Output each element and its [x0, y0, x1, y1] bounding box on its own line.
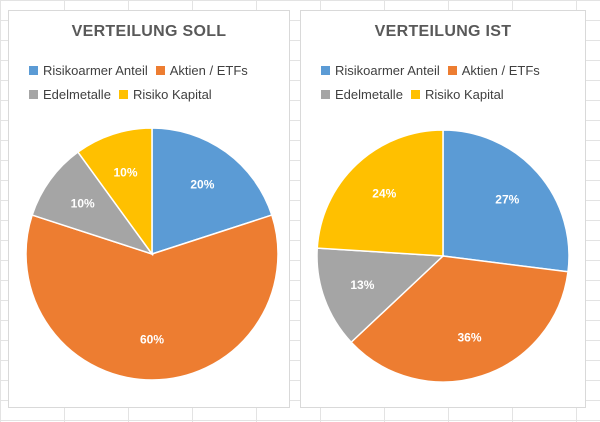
legend-swatch [29, 89, 38, 99]
legend-swatch [29, 65, 38, 75]
legend-label: Risikoarmer Anteil [43, 62, 148, 78]
legend-label: Risiko Kapital [424, 86, 504, 102]
legend-soll: Risikoarmer Anteil Aktien / ETFs Edelmet… [29, 58, 279, 106]
pie-slice-aktien [25, 214, 279, 381]
legend-item-risiko-kapital: Risiko Kapital [410, 86, 504, 102]
legend-item-risiko-kapital: Risiko Kapital [118, 86, 212, 102]
legend-swatch [118, 89, 128, 99]
pie-chart-ist: 27% 36% 13% 24% [316, 129, 570, 383]
legend-item-edelmetalle: Edelmetalle [321, 87, 403, 102]
pie-slice-risikoarm [151, 127, 273, 256]
legend-swatch [410, 89, 420, 99]
legend-label: Edelmetalle [43, 86, 111, 102]
legend-item-aktien: Aktien / ETFs [155, 62, 248, 78]
pie-slice-edelmetalle [31, 151, 154, 256]
data-label-aktien: 36% [457, 331, 481, 345]
legend-item-risikoarm: Risikoarmer Anteil [29, 63, 148, 78]
chart-title-ist: VERTEILUNG IST [374, 23, 512, 40]
chart-panel-soll[interactable]: VERTEILUNG SOLL Risikoarmer Anteil Aktie… [8, 10, 290, 408]
legend-item-aktien: Aktien / ETFs [447, 62, 540, 78]
legend-item-edelmetalle: Edelmetalle [29, 87, 111, 102]
data-label-risikoarm: 20% [190, 178, 214, 192]
pie-slice-aktien [350, 255, 569, 383]
legend-swatch [447, 65, 457, 75]
data-label-aktien: 60% [140, 333, 164, 347]
pie-slice-risiko-kapital [316, 129, 444, 257]
legend-item-risikoarm: Risikoarmer Anteil [321, 63, 440, 78]
legend-label: Aktien / ETFs [169, 62, 248, 78]
pie-slice-edelmetalle [316, 247, 445, 344]
pie-slice-risikoarm [442, 129, 570, 273]
legend-ist: Risikoarmer Anteil Aktien / ETFs Edelmet… [321, 58, 571, 106]
legend-swatch [321, 89, 330, 99]
legend-label: Edelmetalle [335, 86, 403, 102]
chart-panel-ist[interactable]: VERTEILUNG IST Risikoarmer Anteil Aktien… [300, 10, 586, 408]
chart-title-soll: VERTEILUNG SOLL [71, 23, 227, 40]
legend-swatch [155, 65, 165, 75]
legend-label: Risikoarmer Anteil [335, 62, 440, 78]
legend-swatch [321, 65, 330, 75]
pie-slice-risiko-kapital [76, 127, 153, 257]
legend-label: Aktien / ETFs [461, 62, 540, 78]
data-label-risikoarm: 27% [495, 192, 519, 206]
data-label-risiko-kapital: 10% [113, 166, 137, 180]
legend-label: Risiko Kapital [132, 86, 212, 102]
data-label-edelmetalle: 13% [350, 278, 374, 292]
data-label-risiko-kapital: 24% [372, 187, 396, 201]
data-label-edelmetalle: 10% [71, 197, 95, 211]
pie-chart-soll: 20% 60% 10% 10% [25, 127, 279, 381]
